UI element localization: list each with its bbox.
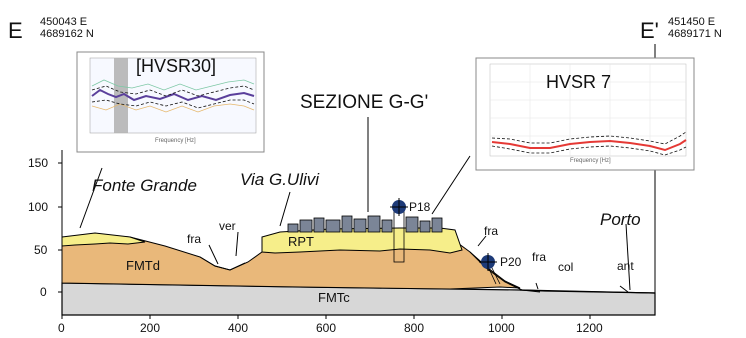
hvsr30-xlabel: Frequency [Hz] xyxy=(155,138,196,144)
y-tick-150: 150 xyxy=(28,156,49,170)
y-tick-50: 50 xyxy=(34,243,48,257)
x-tick-0: 0 xyxy=(58,321,65,335)
hvsr30-curve xyxy=(91,88,255,102)
point-p18-label: P18 xyxy=(409,200,431,214)
unit-fmtd: FMTd xyxy=(126,258,160,273)
x-tick-600: 600 xyxy=(316,321,337,335)
end-coord-n: 4689171 N xyxy=(668,28,722,40)
y-axis-ticks xyxy=(58,162,62,293)
x-tick-1200: 1200 xyxy=(576,321,603,335)
hvsr30-title: [HVSR30] xyxy=(136,56,217,76)
buildings xyxy=(287,215,443,233)
start-coord-e: 450043 E xyxy=(40,16,88,28)
annotation-fra-1: fra xyxy=(187,232,202,246)
unit-fmtc: FMTc xyxy=(318,290,350,305)
coast-profile xyxy=(519,289,656,294)
p20-marker xyxy=(479,253,497,271)
x-tick-200: 200 xyxy=(140,321,161,335)
point-p20-label: P20 xyxy=(500,255,522,269)
x-axis-ticks xyxy=(61,315,591,319)
hvsr7-inset xyxy=(475,57,695,171)
y-tick-100: 100 xyxy=(28,200,49,214)
hvsr7-xlabel: Frequency [Hz] xyxy=(570,158,611,164)
end-letter: E' xyxy=(640,18,659,43)
end-coord-e: 451450 E xyxy=(668,16,716,28)
hvsr30-inset xyxy=(76,51,265,153)
start-letter: E xyxy=(8,18,23,43)
hvsr7-title: HVSR 7 xyxy=(546,72,612,92)
unit-rpt: RPT xyxy=(288,234,314,249)
hvsr7-curve xyxy=(491,139,687,152)
place-fonte-grande: Fonte Grande xyxy=(92,176,197,195)
section-title: SEZIONE G-G' xyxy=(300,92,429,113)
p18-marker xyxy=(390,198,408,216)
annotation-col: col xyxy=(558,260,574,274)
x-tick-1000: 1000 xyxy=(488,321,515,335)
annotation-fra-2: fra xyxy=(484,224,499,238)
place-porto: Porto xyxy=(600,210,641,229)
x-tick-400: 400 xyxy=(228,321,249,335)
annotation-ant: ant xyxy=(617,259,634,273)
place-via-ulivi: Via G.Ulivi xyxy=(240,170,320,189)
annotation-fra-3: fra xyxy=(532,250,547,264)
leader-lines xyxy=(79,117,631,293)
y-tick-0: 0 xyxy=(40,285,47,299)
rpt-layer xyxy=(61,232,146,247)
annotation-ver: ver xyxy=(219,219,236,233)
start-coord-n: 4689162 N xyxy=(40,28,94,40)
valley-detail xyxy=(199,256,246,271)
x-tick-800: 800 xyxy=(404,321,425,335)
